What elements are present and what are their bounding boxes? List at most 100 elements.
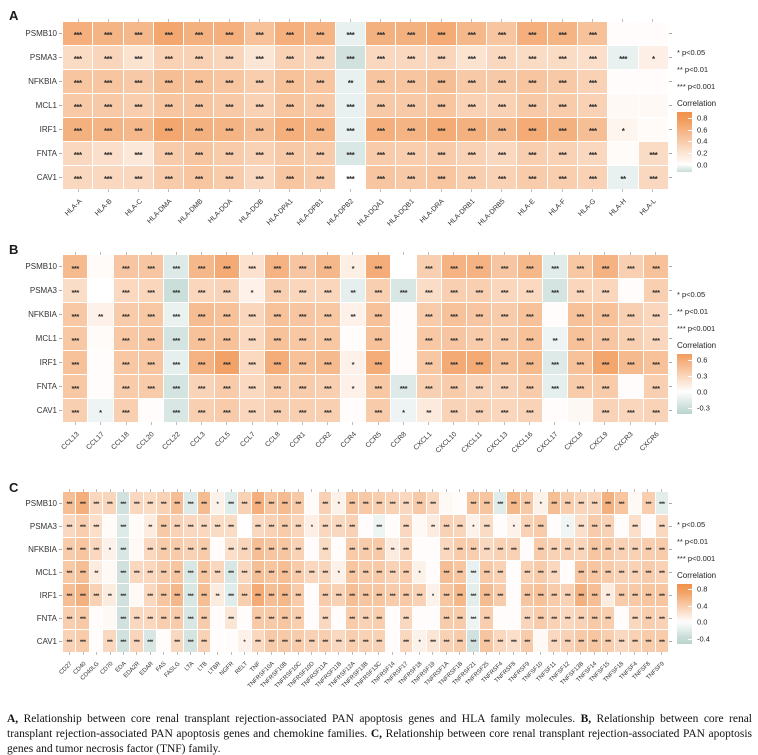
col-label-text: HLA-H [607, 198, 628, 218]
significance-stars: *** [248, 311, 256, 321]
row-label: MCL1 [0, 327, 62, 350]
axis-tick [669, 492, 673, 514]
axis-tick [217, 652, 219, 655]
heatmap-cell: *** [396, 22, 426, 45]
significance-stars: *** [298, 359, 307, 369]
heatmap-cell: *** [456, 46, 487, 69]
axis-tick [82, 652, 84, 655]
significance-stars: *** [376, 174, 385, 184]
heatmap-cell: *** [517, 118, 547, 141]
heatmap-cell: *** [386, 561, 399, 583]
significance-stars: *** [197, 263, 206, 273]
panel-label-b: B [9, 242, 19, 257]
significance-stars: *** [601, 263, 610, 273]
significance-stars: *** [281, 548, 288, 554]
axis-tick [418, 652, 420, 655]
significance-stars: *** [376, 617, 382, 623]
heatmap-cell: *** [416, 303, 441, 326]
significance-stars: *** [322, 594, 328, 600]
heatmap-cell: *** [365, 94, 396, 117]
significance-stars: *** [316, 78, 324, 88]
significance-stars: *** [295, 571, 301, 577]
axis-tick [228, 189, 230, 192]
row-labels: PSMB10 PSMA3 NFKBIA MCL1 IRF1 FNTA CAV1 [0, 255, 62, 422]
heatmap-cell: *** [214, 303, 239, 326]
heatmap-cell: *** [265, 351, 290, 374]
significance-stars: *** [618, 640, 625, 646]
significance-stars: *** [71, 407, 79, 417]
heatmap-cell [340, 327, 365, 350]
row-label-text: IRF1 [39, 358, 57, 367]
significance-stars: *** [500, 359, 509, 369]
significance-stars: *** [201, 502, 207, 508]
significance-stars: *** [475, 383, 483, 393]
significance-stars: * [652, 54, 655, 64]
axis-tick [230, 652, 232, 655]
heatmap-cell: *** [290, 279, 315, 302]
axis-tick [203, 652, 205, 655]
heatmap-cell: *** [305, 46, 335, 69]
heatmap-cell [88, 351, 113, 374]
significance-stars: *** [407, 78, 415, 88]
colorbar-tick [688, 153, 693, 155]
significance-stars: *** [443, 640, 450, 646]
significance-stars: *** [374, 383, 382, 393]
significance-stars: *** [605, 571, 611, 577]
heatmap-cell [88, 255, 113, 278]
significance-stars: *** [652, 383, 660, 393]
heatmap-cell: *** [517, 399, 542, 422]
heatmap-cell: *** [138, 375, 163, 398]
panel-b: B PSMB10 PSMA3 NFKBIA MCL1 IRF1 FNTA CAV1 *** ***… [0, 242, 758, 473]
significance-stars: *** [601, 335, 610, 345]
significance-stars: *** [281, 525, 288, 531]
significance-stars: *** [295, 594, 301, 600]
significance-stars: *** [322, 617, 328, 623]
heatmap-cell: *** [214, 118, 244, 141]
heatmap-cell: * [88, 399, 113, 422]
significance-stars: *** [443, 571, 450, 577]
significance-stars: *** [576, 359, 584, 369]
heatmap-cell: *** [366, 351, 391, 374]
heatmap-cell: *** [214, 166, 244, 189]
legend: * p<0.05 ** p<0.01 *** p<0.001 Correlation 0… [677, 48, 757, 182]
significance-stars: *** [93, 594, 99, 600]
significance-stars: *** [500, 287, 509, 297]
significance-stars: *** [197, 335, 206, 345]
col-label-text: CXCR6 [638, 431, 661, 453]
significance-stars: *** [470, 502, 476, 508]
axis-tick [100, 252, 102, 255]
significance-stars: *** [268, 502, 274, 508]
heatmap-cell: *** [63, 142, 93, 165]
heatmap-cell: *** [453, 584, 466, 606]
significance-stars: *** [281, 617, 288, 623]
significance-stars: *** [322, 525, 328, 531]
significance-stars: *** [71, 335, 79, 345]
col-label: FAS [156, 657, 170, 705]
significance-stars: *** [525, 263, 534, 273]
axis-tick [59, 502, 62, 504]
significance-stars: *** [578, 571, 584, 577]
col-label-text: CCR4 [339, 431, 358, 450]
heatmap-cell: *** [593, 255, 618, 278]
x-axis-ticks-bottom [63, 189, 668, 192]
significance-stars: *** [407, 30, 415, 40]
significance-stars: * [418, 571, 421, 577]
col-label: CXCL17 [536, 427, 567, 473]
significance-stars: *** [255, 126, 264, 136]
heatmap-cell: *** [396, 70, 426, 93]
significance-stars: * [250, 287, 254, 297]
significance-stars: *** [172, 287, 180, 297]
significance-stars: *** [79, 548, 86, 554]
significance-stars: ** [350, 287, 356, 297]
heatmap-cell: *** [492, 303, 517, 326]
significance-stars: *** [576, 383, 584, 393]
significance-stars: *** [323, 335, 332, 345]
col-label: LTB [197, 657, 210, 705]
heatmap-cell: *** [275, 166, 305, 189]
axis-tick [289, 189, 291, 192]
colorbar-title: Correlation [677, 341, 717, 350]
heatmap-cell: *** [157, 492, 170, 514]
heatmap-cell: * [466, 515, 480, 537]
axis-tick [136, 652, 138, 655]
heatmap-cell: *** [618, 255, 643, 278]
